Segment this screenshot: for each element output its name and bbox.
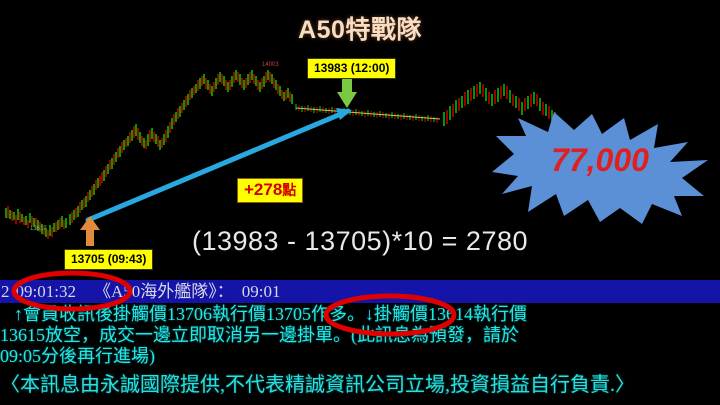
chart-axis-tag-low: 13617	[30, 226, 47, 232]
ticker-header: 2 09:01:32 《A50海外艦隊》： 09:01	[0, 280, 720, 303]
page-title: A50特戰隊	[298, 16, 422, 44]
ticker-colon: ：	[216, 282, 234, 301]
callout-entry-price: 13705 (09:43)	[64, 249, 154, 270]
ticker-channel: 《A50海外艦隊》	[93, 282, 217, 301]
ticker-time: 09:01:32	[15, 282, 76, 301]
profit-burst-shape	[492, 112, 708, 224]
callout-gain-points: +278點	[237, 178, 304, 203]
gain-unit: 點	[282, 182, 297, 198]
callout-exit-price: 13983 (12:00)	[307, 58, 397, 79]
trend-line-arrowhead	[336, 108, 352, 120]
ticker-line-2: 13615放空，成交一邊立即取消另一邊掛單。(此訊息為預發，請於	[0, 325, 519, 345]
ticker-disclaimer: 〈本訊息由永誠國際提供,不代表精誠資訊公司立場,投資損益自行負責.〉	[0, 374, 635, 396]
gain-value: +278	[244, 180, 283, 199]
trend-line	[85, 108, 351, 223]
profit-formula: (13983 - 13705)*10 = 2780	[191, 226, 528, 256]
entry-up-arrow	[80, 216, 100, 246]
ticker-time-secondary: 09:01	[241, 282, 281, 301]
ticker-line-1: ↑會員收訊後掛觸價13706執行價13705作多。↓掛觸價13614執行價	[14, 304, 527, 324]
exit-down-arrow	[337, 72, 357, 108]
ticker-sequence: 2	[1, 282, 10, 301]
chart-candles: 13617 14003	[5, 62, 556, 246]
ticker-message: ↑會員收訊後掛觸價13706執行價13705作多。↓掛觸價13614執行價 13…	[0, 304, 718, 367]
ticker-line-3: 09:05分後再行進場)	[0, 346, 155, 366]
chart-axis-tag-high: 14003	[262, 62, 279, 68]
